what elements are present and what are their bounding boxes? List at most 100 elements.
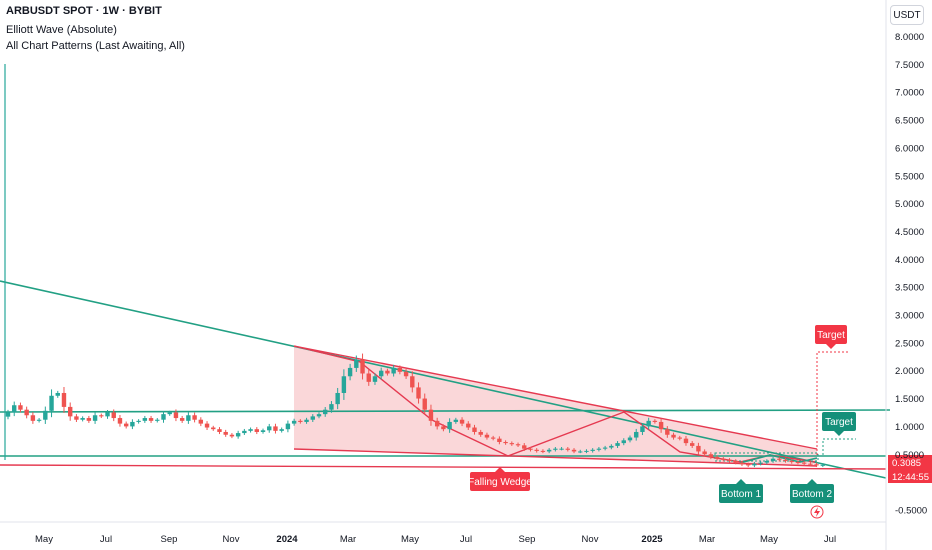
candle-body	[248, 429, 253, 431]
candle-body	[708, 454, 714, 458]
candle-body	[453, 419, 459, 422]
candle-body	[360, 359, 365, 374]
candle-body	[478, 431, 483, 435]
target-label-green-box	[822, 412, 856, 431]
candle-body	[677, 437, 682, 439]
candle-body	[161, 414, 166, 420]
candle-body	[179, 418, 185, 421]
x-tick-label: May	[35, 534, 53, 545]
x-tick-label: 2024	[276, 534, 298, 545]
candle-body	[291, 420, 297, 424]
candle-body	[99, 415, 104, 417]
candle-body	[111, 412, 116, 419]
candle-body	[92, 415, 98, 421]
bottom-1-label-pointer	[736, 479, 746, 484]
candle-body	[658, 421, 664, 430]
candle-body	[49, 395, 54, 411]
candle-body	[472, 427, 477, 432]
x-tick-label: Nov	[223, 534, 240, 545]
countdown-text: 12:44:55	[892, 472, 929, 483]
y-tick-label: 7.5000	[895, 60, 924, 71]
x-tick-label: Jul	[460, 534, 472, 545]
candle-body	[515, 444, 521, 446]
candle-body	[758, 462, 763, 464]
x-tick-label: Mar	[699, 534, 715, 545]
candle-body	[173, 412, 179, 419]
candle-body	[242, 430, 247, 434]
candle-body	[714, 457, 720, 459]
y-tick-label: 6.0000	[895, 143, 924, 154]
candle-body	[801, 462, 807, 464]
flash-icon-bolt	[814, 507, 820, 517]
candle-body	[696, 445, 701, 452]
candle-body	[229, 434, 235, 437]
x-tick-label: 2025	[641, 534, 663, 545]
bottom-2-label-box	[790, 484, 834, 503]
candle-body	[578, 451, 583, 453]
y-tick-label: 1.5000	[895, 394, 924, 405]
candle-body	[509, 443, 515, 445]
candle-body	[267, 426, 272, 431]
candle-body	[727, 459, 732, 461]
candle-body	[136, 420, 141, 422]
candle-body	[86, 418, 92, 421]
candle-body	[584, 450, 589, 452]
y-tick-label: 3.0000	[895, 311, 924, 322]
candle-body	[254, 429, 259, 432]
y-tick-label: 0.5000	[895, 450, 924, 461]
y-tick-label: 3.5000	[895, 283, 924, 294]
candle-body	[652, 420, 658, 422]
candle-body	[335, 392, 340, 405]
y-tick-label: 5.0000	[895, 199, 924, 210]
candle-body	[466, 423, 471, 428]
candle-body	[12, 405, 17, 413]
candle-body	[434, 420, 440, 427]
candle-body	[142, 418, 148, 421]
candle-body	[503, 441, 508, 444]
candle-body	[198, 419, 204, 424]
candle-body	[553, 448, 558, 450]
candle-body	[341, 376, 347, 393]
current-price-tag	[888, 455, 932, 469]
y-tick-label: 5.5000	[895, 171, 924, 182]
indicator-chart-patterns[interactable]: All Chart Patterns (Last Awaiting, All)	[6, 40, 185, 52]
candle-body	[646, 420, 651, 427]
x-tick-label: Jul	[824, 534, 836, 545]
candle-body	[447, 421, 452, 430]
x-tick-label: Jul	[100, 534, 112, 545]
candle-body	[285, 423, 291, 430]
candle-body	[814, 464, 819, 466]
candle-body	[385, 370, 390, 374]
currency-button[interactable]: USDT	[890, 5, 924, 25]
candle-body	[671, 434, 676, 438]
bottom-2-label-pointer	[807, 479, 817, 484]
candle-body	[665, 429, 670, 435]
candle-body	[55, 392, 60, 396]
candle-body	[410, 376, 415, 388]
wedge-upper-line	[293, 345, 818, 450]
candle-body	[795, 462, 801, 464]
candle-body	[279, 429, 284, 431]
candle-body	[354, 359, 359, 368]
candle-body	[235, 433, 241, 437]
candle-body	[627, 437, 633, 441]
candle-body	[391, 367, 396, 374]
candle-body	[770, 458, 776, 461]
candle-body	[609, 445, 614, 448]
indicator-elliott-wave[interactable]: Elliott Wave (Absolute)	[6, 24, 117, 36]
candle-body	[702, 451, 707, 455]
candle-body	[428, 409, 434, 421]
candle-body	[540, 450, 546, 452]
candle-body	[565, 448, 570, 450]
candle-body	[808, 463, 813, 465]
candle-body	[366, 373, 371, 382]
falling-wedge-label-box	[470, 472, 530, 491]
candle-body	[634, 431, 639, 438]
x-tick-label: Mar	[340, 534, 356, 545]
x-tick-label: Sep	[519, 534, 536, 545]
double-bottom-box	[714, 452, 819, 462]
candle-body	[559, 448, 564, 450]
candle-body	[764, 460, 770, 463]
candle-body	[752, 463, 757, 466]
